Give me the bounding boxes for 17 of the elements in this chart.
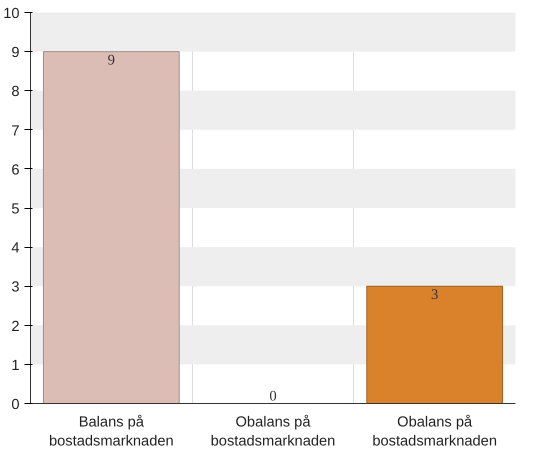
x-tick-label: Balans på bostadsmarknaden: [49, 414, 174, 450]
y-tick-label: 5: [11, 202, 20, 218]
y-tick-label: 6: [11, 162, 20, 178]
data-label: 3: [431, 287, 438, 304]
y-tick-label: 2: [11, 318, 20, 335]
y-tick-label: 4: [11, 240, 20, 257]
data-label: 9: [108, 52, 115, 69]
y-tick-label: 7: [11, 123, 20, 140]
y-tick-label: 8: [11, 84, 20, 100]
y-tick-label: 10: [3, 6, 20, 22]
y-tick-label: 0: [11, 397, 20, 413]
x-tick-label: Obalans på bostadsmarknaden: [372, 414, 498, 450]
data-label: 0: [269, 388, 277, 404]
x-tick-label: Obalans på bostadsmarknaden: [210, 414, 336, 450]
y-tick-label: 1: [11, 358, 20, 374]
y-tick-label: 3: [11, 280, 20, 296]
y-tick-label: 9: [11, 45, 20, 62]
